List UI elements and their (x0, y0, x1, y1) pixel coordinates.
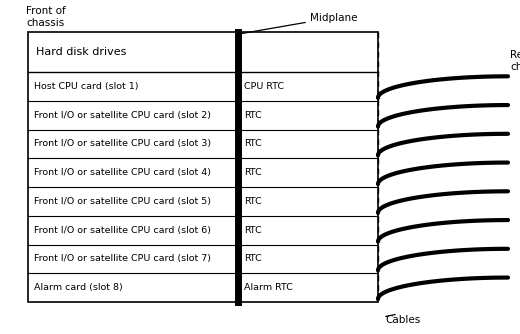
Text: CPU RTC: CPU RTC (244, 82, 284, 91)
Text: RTC: RTC (244, 168, 262, 177)
Text: RTC: RTC (244, 139, 262, 148)
Text: Host CPU card (slot 1): Host CPU card (slot 1) (34, 82, 138, 91)
Text: RTC: RTC (244, 111, 262, 120)
Text: Front I/O or satellite CPU card (slot 4): Front I/O or satellite CPU card (slot 4) (34, 168, 211, 177)
Text: Front I/O or satellite CPU card (slot 3): Front I/O or satellite CPU card (slot 3) (34, 139, 211, 148)
Text: Alarm RTC: Alarm RTC (244, 283, 293, 292)
Text: Hard disk drives: Hard disk drives (36, 47, 126, 57)
Text: Front I/O or satellite CPU card (slot 7): Front I/O or satellite CPU card (slot 7) (34, 255, 211, 264)
Text: Front I/O or satellite CPU card (slot 6): Front I/O or satellite CPU card (slot 6) (34, 226, 211, 234)
Text: Front I/O or satellite CPU card (slot 5): Front I/O or satellite CPU card (slot 5) (34, 197, 211, 206)
Text: Front I/O or satellite CPU card (slot 2): Front I/O or satellite CPU card (slot 2) (34, 111, 211, 120)
Text: RTC: RTC (244, 197, 262, 206)
Bar (28, 32, 378, 302)
Text: Front of
chassis: Front of chassis (26, 6, 66, 28)
Text: Cables: Cables (385, 315, 420, 325)
Text: RTC: RTC (244, 226, 262, 234)
Text: Alarm card (slot 8): Alarm card (slot 8) (34, 283, 123, 292)
Text: Rear of
chassis: Rear of chassis (510, 50, 520, 72)
Text: RTC: RTC (244, 255, 262, 264)
Text: Midplane: Midplane (310, 13, 358, 23)
